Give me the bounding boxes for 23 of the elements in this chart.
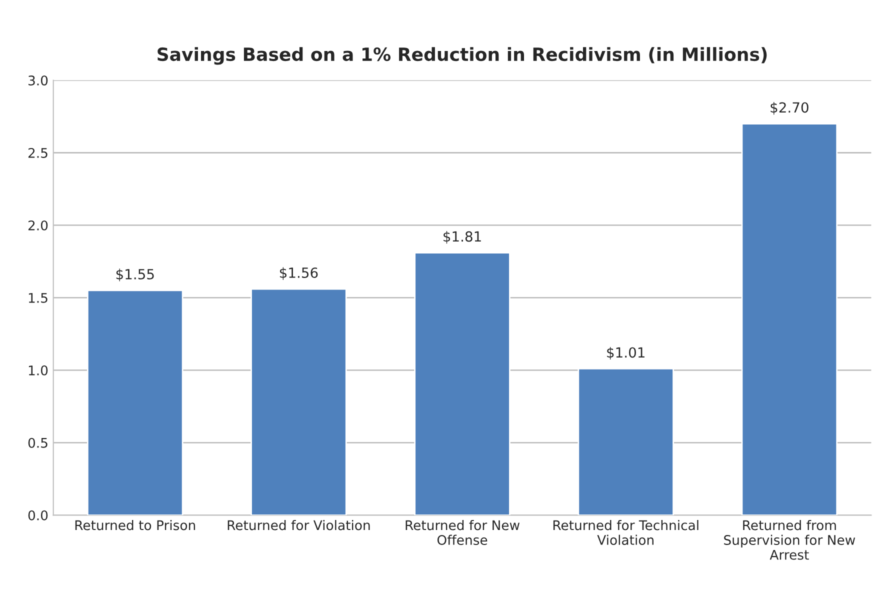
y-tick-label: 0.0: [28, 510, 48, 520]
bar: [250, 288, 347, 516]
x-tick-label: Returned from Supervision for New Arrest: [724, 520, 856, 560]
y-tick-label: 1.5: [28, 293, 48, 303]
bar: [414, 252, 510, 516]
x-tick-label: Returned for New Offense: [406, 520, 520, 545]
data-label: $1.56: [280, 267, 318, 280]
data-label: $1.55: [116, 268, 154, 282]
y-tick-label: 2.5: [28, 148, 48, 158]
x-tick-label: Returned to Prison: [75, 520, 196, 530]
chart-title: Savings Based on a 1% Reduction in Recidivism (in Millions): [158, 47, 767, 65]
data-label: $2.70: [770, 102, 808, 115]
y-tick-label: 2.0: [28, 220, 48, 230]
data-label: $1.81: [444, 230, 481, 244]
bar: [578, 368, 674, 516]
x-tick-label: Returned for Technical Violation: [553, 520, 698, 545]
bar: [741, 123, 838, 516]
y-tick-label: 1.0: [28, 365, 48, 376]
data-label: $1.01: [607, 346, 644, 360]
bar: [86, 290, 184, 516]
y-tick-label: 3.0: [28, 75, 48, 86]
x-tick-label: Returned for Violation: [228, 520, 370, 530]
y-tick-label: 0.5: [28, 438, 48, 448]
